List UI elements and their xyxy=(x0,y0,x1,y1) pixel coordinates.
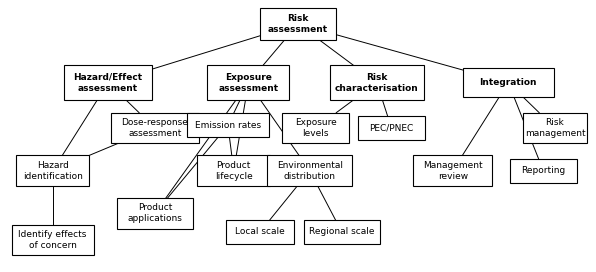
Text: Regional scale: Regional scale xyxy=(309,227,374,236)
Text: Identify effects
of concern: Identify effects of concern xyxy=(18,230,87,250)
Text: Exposure
levels: Exposure levels xyxy=(294,118,336,138)
FancyBboxPatch shape xyxy=(510,159,577,183)
Text: Product
applications: Product applications xyxy=(128,203,182,223)
Text: Risk
assessment: Risk assessment xyxy=(268,14,328,34)
FancyBboxPatch shape xyxy=(330,65,424,100)
Text: PEC/PNEC: PEC/PNEC xyxy=(370,123,414,132)
FancyBboxPatch shape xyxy=(16,155,89,186)
FancyBboxPatch shape xyxy=(414,155,492,186)
Text: Risk
management: Risk management xyxy=(524,118,585,138)
FancyBboxPatch shape xyxy=(282,113,349,143)
FancyBboxPatch shape xyxy=(197,155,270,186)
FancyBboxPatch shape xyxy=(12,225,94,255)
FancyBboxPatch shape xyxy=(523,113,587,143)
FancyBboxPatch shape xyxy=(226,220,294,244)
FancyBboxPatch shape xyxy=(187,113,269,137)
Text: Integration: Integration xyxy=(480,78,537,87)
FancyBboxPatch shape xyxy=(358,116,425,140)
Text: Management
review: Management review xyxy=(423,160,483,181)
Text: Risk
characterisation: Risk characterisation xyxy=(335,73,419,93)
FancyBboxPatch shape xyxy=(117,198,193,229)
Text: Emission rates: Emission rates xyxy=(195,121,261,130)
FancyBboxPatch shape xyxy=(463,68,554,97)
FancyBboxPatch shape xyxy=(207,65,289,100)
Text: Reporting: Reporting xyxy=(521,166,566,175)
FancyBboxPatch shape xyxy=(64,65,152,100)
Text: Dose-response
assessment: Dose-response assessment xyxy=(122,118,188,138)
Text: Local scale: Local scale xyxy=(235,227,285,236)
Text: Hazard/Effect
assessment: Hazard/Effect assessment xyxy=(74,73,142,93)
Text: Hazard
identification: Hazard identification xyxy=(23,160,83,181)
Text: Product
lifecycle: Product lifecycle xyxy=(215,160,253,181)
FancyBboxPatch shape xyxy=(304,220,380,244)
FancyBboxPatch shape xyxy=(268,155,352,186)
Text: Exposure
assessment: Exposure assessment xyxy=(218,73,278,93)
FancyBboxPatch shape xyxy=(111,113,198,143)
Text: Environmental
distribution: Environmental distribution xyxy=(277,160,343,181)
FancyBboxPatch shape xyxy=(260,8,336,40)
